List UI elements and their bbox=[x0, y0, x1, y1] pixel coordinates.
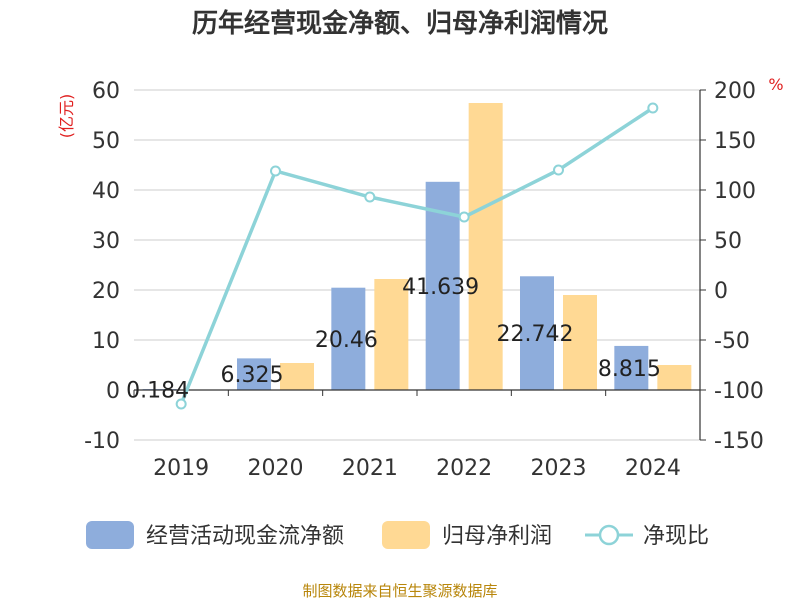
y-right-tick-label: -100 bbox=[714, 379, 764, 404]
bar-net-profit bbox=[657, 365, 692, 390]
y-left-tick-label: 50 bbox=[92, 129, 120, 154]
y-right-tick-label: 100 bbox=[714, 179, 756, 204]
legend-label: 归母净利润 bbox=[442, 524, 552, 549]
x-tick-label: 2021 bbox=[342, 456, 398, 481]
legend-swatch-ratio-point bbox=[598, 524, 620, 546]
y-left-tick-label: 30 bbox=[92, 229, 120, 254]
legend-label: 净现比 bbox=[643, 524, 709, 549]
bar-net-profit bbox=[468, 103, 503, 390]
y-left-tick-label: 20 bbox=[92, 279, 120, 304]
data-label: 0.184 bbox=[126, 379, 189, 404]
ratio-point bbox=[553, 164, 564, 176]
y-left-tick-label: 10 bbox=[92, 329, 120, 354]
bar-operating-cashflow bbox=[237, 358, 271, 390]
data-label: 8.815 bbox=[598, 357, 661, 382]
left-axis-unit: (亿元) bbox=[57, 94, 76, 139]
y-right-tick-label: -150 bbox=[714, 429, 764, 454]
data-label: 20.46 bbox=[315, 328, 378, 353]
legend-swatch-operating-cashflow bbox=[86, 521, 134, 549]
bar-operating-cashflow bbox=[520, 276, 554, 390]
legend-label: 经营活动现金流净额 bbox=[146, 524, 344, 549]
x-tick-label: 2023 bbox=[531, 456, 587, 481]
x-tick-label: 2024 bbox=[625, 456, 681, 481]
x-tick-label: 2022 bbox=[436, 456, 492, 481]
y-right-tick-label: 200 bbox=[714, 79, 756, 104]
legend: 经营活动现金流净额 归母净利润 净现比 bbox=[86, 521, 709, 549]
bar-operating-cashflow bbox=[614, 345, 649, 390]
x-tick-label: 2020 bbox=[248, 456, 304, 481]
y-right-tick-label: 50 bbox=[714, 229, 742, 254]
ratio-point bbox=[270, 165, 281, 177]
right-axis-unit: % bbox=[768, 75, 783, 94]
ratio-point bbox=[175, 398, 187, 410]
ratio-polyline bbox=[179, 106, 654, 405]
data-labels: 0.184 6.325 20.46 41.639 22.742 8.815 bbox=[126, 275, 661, 404]
y-left-tick-label: -10 bbox=[84, 429, 120, 454]
chart-title: 历年经营现金净额、归母净利润情况 bbox=[192, 8, 608, 39]
y-right-tick-label: 0 bbox=[714, 279, 728, 304]
tick-labels: -100102030405060-150-100-500501001502002… bbox=[84, 79, 764, 481]
bar-operating-cashflow bbox=[331, 287, 366, 390]
data-label: 6.325 bbox=[221, 363, 284, 388]
legend-swatch-net-profit bbox=[382, 521, 430, 549]
ratio-point bbox=[458, 211, 470, 223]
y-right-tick-label: -50 bbox=[714, 329, 750, 354]
ratio-line bbox=[175, 102, 659, 410]
bar-net-profit bbox=[374, 279, 409, 390]
data-label: 41.639 bbox=[402, 275, 479, 300]
y-right-tick-label: 150 bbox=[714, 129, 756, 154]
bars bbox=[142, 103, 692, 390]
bar-net-profit bbox=[563, 295, 597, 390]
source-note: 制图数据来自恒生聚源数据库 bbox=[302, 582, 497, 600]
ratio-point bbox=[364, 191, 376, 203]
y-left-tick-label: 60 bbox=[92, 79, 120, 104]
y-left-tick-label: 40 bbox=[92, 179, 120, 204]
data-label: 22.742 bbox=[497, 322, 574, 347]
y-left-tick-label: 0 bbox=[106, 379, 120, 404]
axes bbox=[133, 89, 706, 441]
ratio-point bbox=[647, 102, 659, 114]
bar-net-profit bbox=[280, 363, 314, 390]
x-tick-label: 2019 bbox=[153, 456, 209, 481]
